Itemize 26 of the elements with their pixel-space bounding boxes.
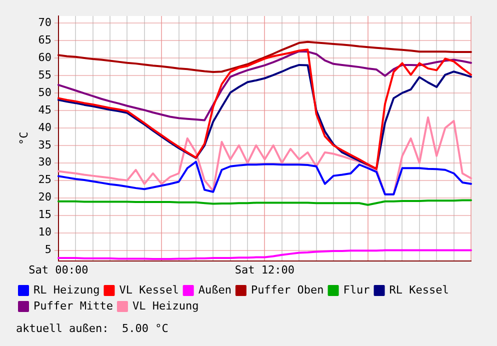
x-tick-label: Sat 12:00 [234, 263, 295, 276]
y-tick-label: 5 [44, 243, 52, 256]
y-tick-label: 70 [38, 16, 52, 29]
legend-label: Puffer Oben [250, 283, 324, 296]
text: aktuell außen: 5.00 °C [16, 322, 168, 335]
legend-label: Außen [198, 283, 232, 296]
legend-label: RL Kessel [389, 283, 449, 296]
legend-label: RL Heizung [34, 283, 100, 296]
y-tick-label: 35 [38, 138, 52, 152]
legend-label: VL Heizung [132, 299, 199, 312]
y-tick-label: 65 [38, 33, 52, 46]
legend-label: VL Kessel [119, 283, 179, 296]
y-axis-title: °C [17, 132, 30, 146]
legend-label: Flur [343, 283, 370, 296]
y-tick-label: 15 [38, 208, 52, 222]
y-tick-label: 55 [38, 68, 52, 82]
y-tick-label: 45 [38, 103, 52, 116]
y-tick-label: 60 [38, 50, 52, 64]
y-tick-label: 50 [38, 86, 52, 99]
legend-label: Puffer Mitte [34, 299, 113, 312]
y-tick-label: 30 [38, 156, 52, 169]
y-tick-label: 10 [38, 226, 52, 239]
y-tick-label: 20 [38, 190, 52, 204]
x-tick-label: Sat 00:00 [28, 263, 88, 276]
y-tick-label: 40 [38, 120, 52, 134]
y-tick-label: 25 [38, 173, 52, 186]
